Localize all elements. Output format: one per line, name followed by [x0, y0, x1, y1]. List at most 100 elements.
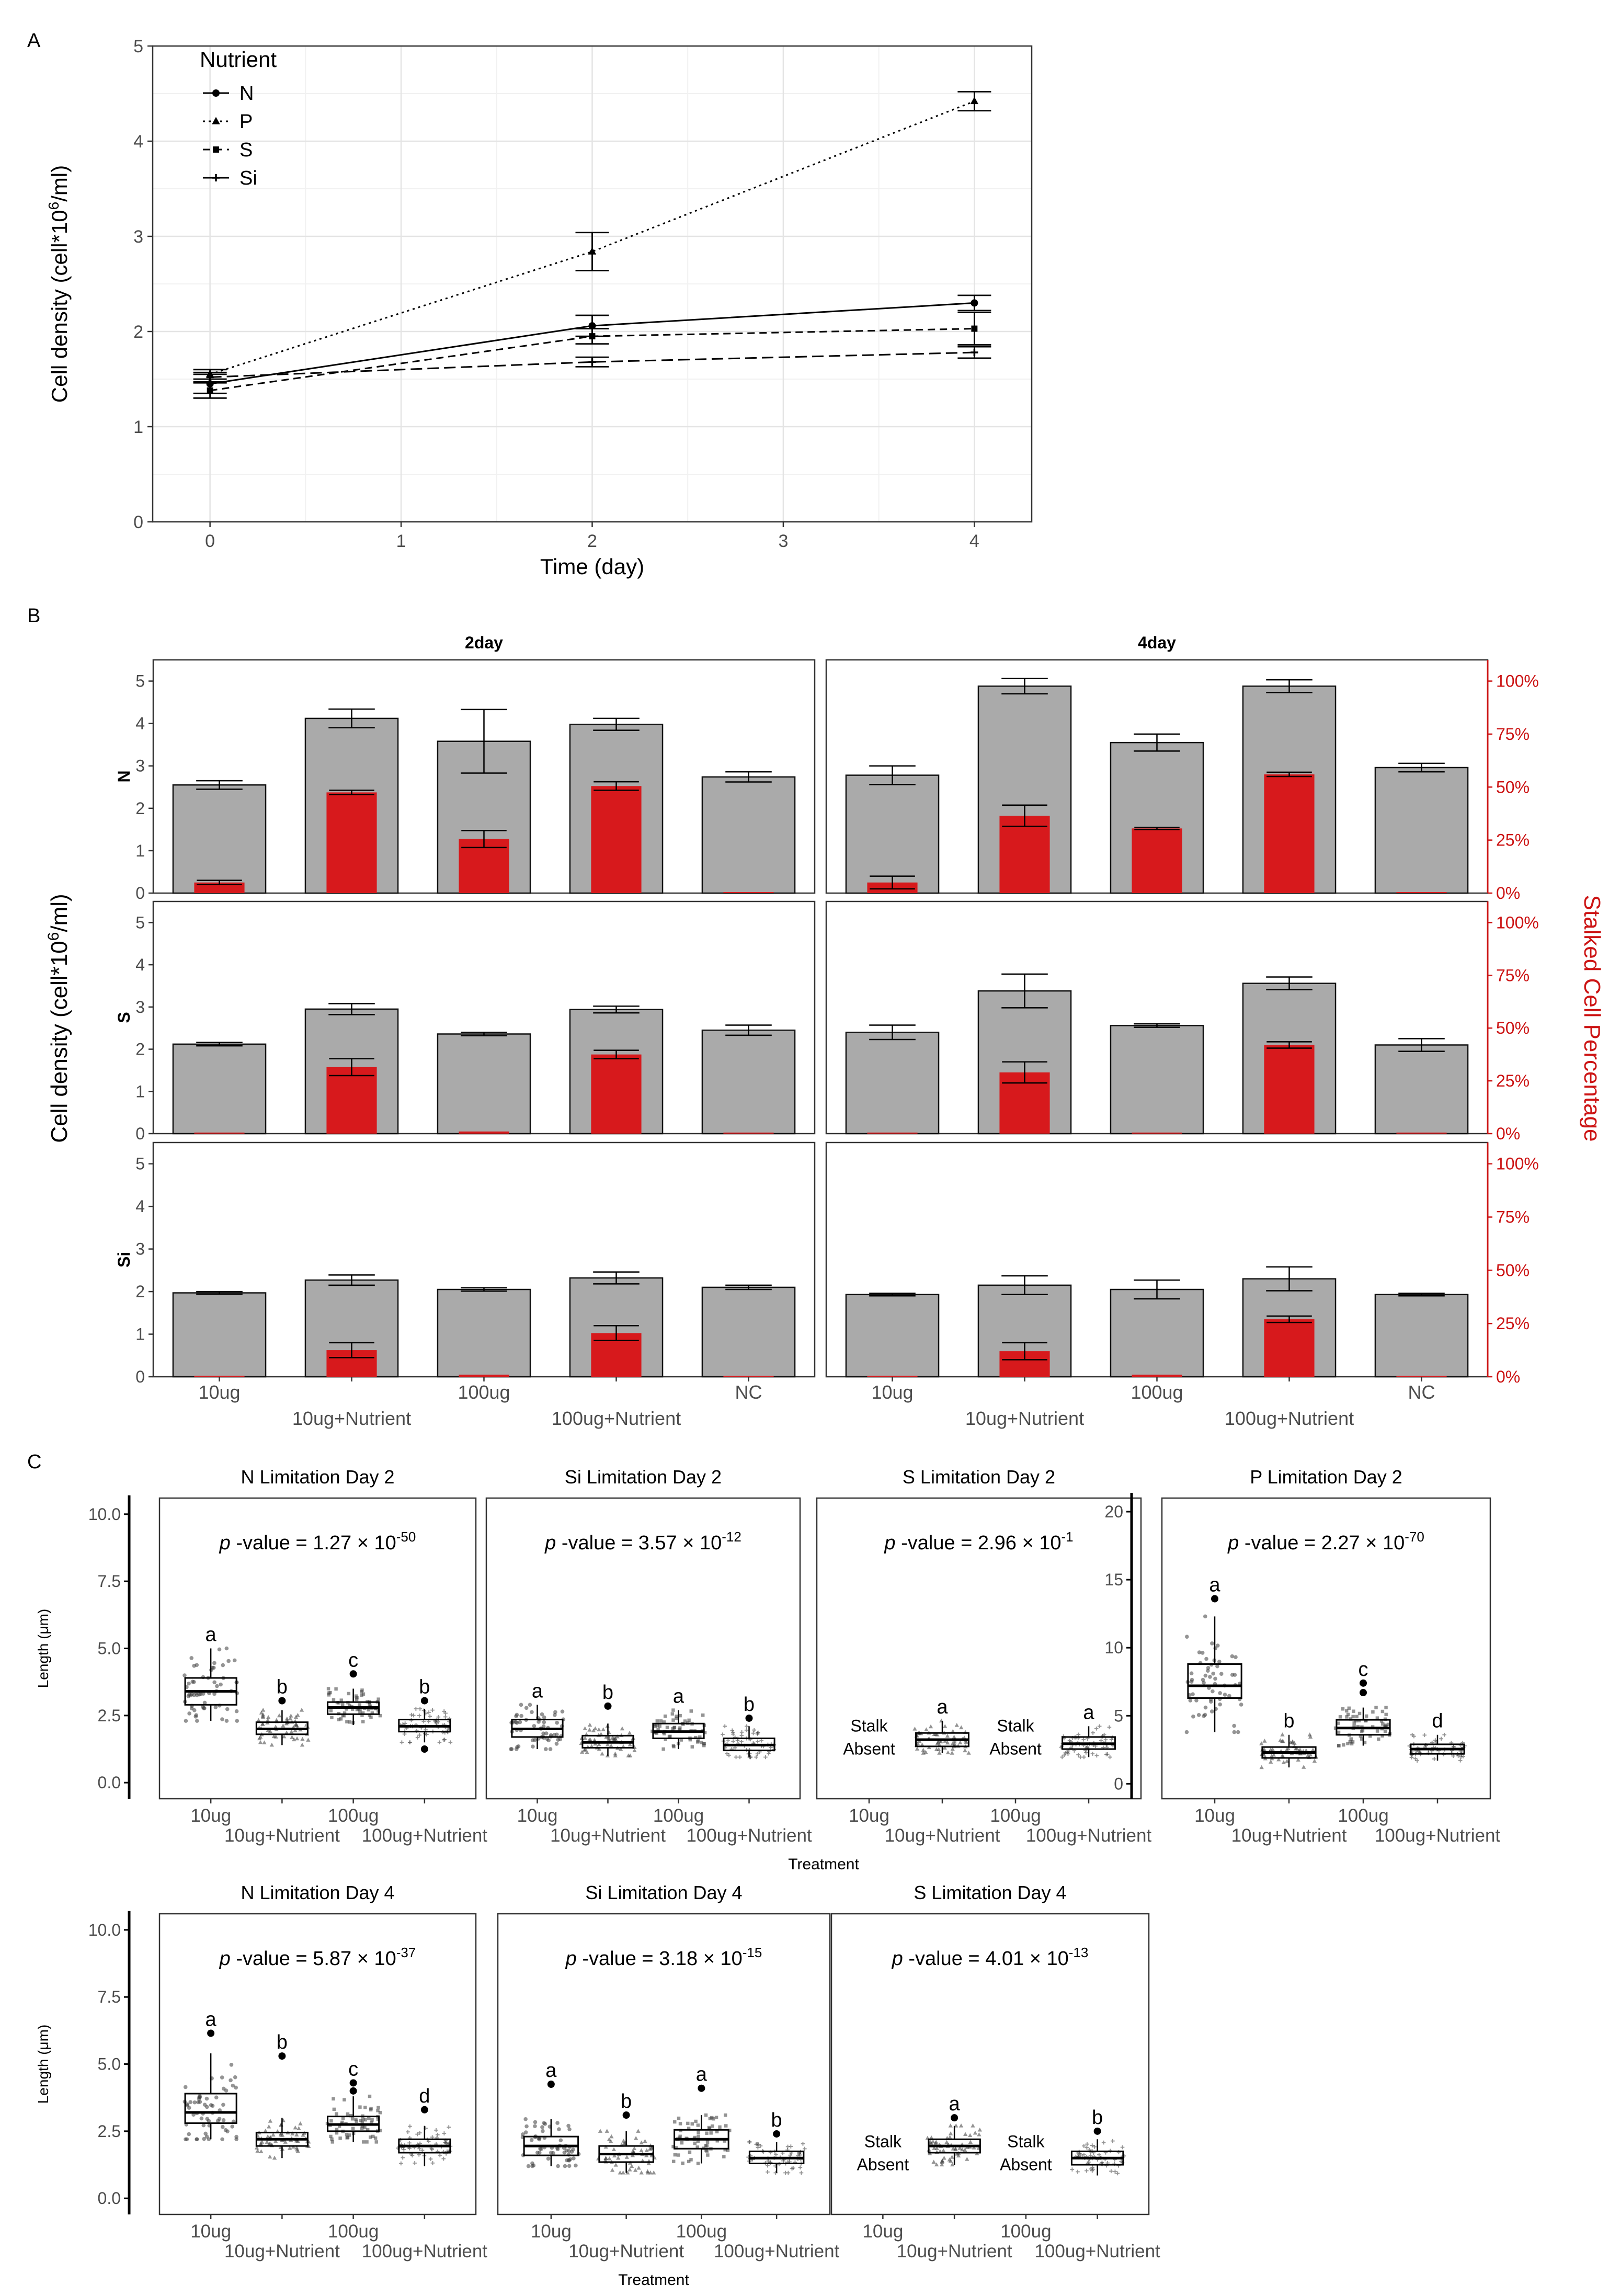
jitter-point: [957, 2145, 962, 2150]
jitter-point: [300, 1742, 305, 1747]
p-value-italic-p: p: [565, 1948, 577, 1970]
jitter-point: [1234, 1655, 1238, 1659]
legend-key-marker: [212, 174, 220, 181]
y-tick-label: 0: [135, 1367, 145, 1386]
jitter-point: [234, 2137, 238, 2142]
x-tick-label: 10ug+Nutrient: [965, 1408, 1084, 1429]
jitter-point: [1190, 1677, 1194, 1682]
significance-letter: a: [949, 2093, 961, 2115]
x-tick-label: 10ug+Nutrient: [897, 2241, 1012, 2261]
jitter-point: [523, 2130, 528, 2134]
jitter-point: [290, 1735, 294, 1739]
jitter-point: [703, 1731, 707, 1734]
y2-tick-label: 50%: [1496, 1019, 1530, 1037]
density-error-bar: [1001, 678, 1048, 695]
jitter-point: [272, 2155, 277, 2160]
p-value-italic-p: p: [219, 1948, 231, 1970]
density-bar: [172, 1043, 267, 1135]
y-tick-label: 5: [1114, 1706, 1123, 1725]
box-facet-1: Si Limitation Day 2 p -value = 3.57 × 10-…: [485, 1466, 812, 1846]
jitter-point: [1081, 1737, 1086, 1742]
jitter-point: [958, 1740, 963, 1744]
jitter-point: [715, 2139, 719, 2143]
p-value-text: -value =: [1239, 1532, 1321, 1554]
jitter-point: [1197, 1650, 1202, 1654]
jitter-point: [1308, 1752, 1313, 1757]
jitter-point: [676, 2153, 680, 2157]
density-bar: [845, 1294, 940, 1378]
jitter-point: [1084, 1751, 1088, 1755]
jitter-point: [1442, 1732, 1446, 1737]
density-error-bar: [1266, 976, 1313, 990]
p-value-mantissa: 2.96 × 10: [978, 1532, 1062, 1554]
jitter-point: [530, 2161, 534, 2166]
jitter-point: [343, 1711, 347, 1715]
density-error-bar: [1398, 1038, 1445, 1052]
jitter-point: [266, 1715, 271, 1719]
density-bar: [1110, 1025, 1204, 1135]
jitter-point: [541, 1731, 545, 1736]
jitter-point: [673, 2153, 677, 2157]
jitter-point: [202, 2137, 206, 2141]
box-outlier: [1211, 1595, 1218, 1603]
stalk-absent-line2: Absent: [857, 2155, 909, 2174]
y-axis-title-suffix: /ml): [47, 894, 72, 932]
jitter-point: [1120, 2145, 1125, 2150]
jitter-point: [330, 2140, 335, 2144]
jitter-point: [414, 1707, 418, 1711]
jitter-point: [730, 1728, 735, 1733]
jitter-point: [378, 2129, 382, 2132]
jitter-point: [920, 1742, 925, 1747]
box-outlier: [420, 2106, 428, 2114]
jitter-point: [1294, 1746, 1299, 1750]
x-axis-title-row1: Treatment: [788, 1856, 859, 1873]
x-tick-label: 100ug: [1000, 2221, 1051, 2242]
jitter-point: [277, 1713, 282, 1718]
jitter-point: [204, 2096, 209, 2101]
jitter-point: [408, 1740, 412, 1744]
jitter-point: [643, 2139, 647, 2143]
jitter-point: [184, 1719, 188, 1723]
jitter-point: [194, 1713, 199, 1718]
jitter-point: [1076, 2169, 1080, 2174]
significance-letter: c: [348, 2058, 358, 2080]
jitter-point: [290, 2131, 295, 2135]
jitter-point: [428, 1714, 432, 1719]
significance-letter: b: [771, 2109, 782, 2131]
jitter-point: [1063, 1751, 1068, 1755]
y-axis-title-prefix: Cell density (cell*10: [47, 941, 72, 1143]
stalk-absent-line1: Stalk: [850, 1717, 888, 1735]
jitter-point: [417, 2131, 422, 2135]
p-value-italic-p: p: [544, 1532, 556, 1554]
jitter-point: [284, 1730, 289, 1735]
jitter-point: [620, 1726, 625, 1731]
jitter-point: [260, 1712, 266, 1717]
jitter-point: [231, 2083, 235, 2088]
jitter-point: [790, 2166, 794, 2171]
x-tick-label: 10ug+Nutrient: [224, 1825, 340, 1846]
p-value-italic-p: p: [219, 1532, 231, 1554]
jitter-point: [326, 1687, 330, 1690]
box-facet-5: Si Limitation Day 4 p -value = 3.18 × 10-…: [497, 1882, 840, 2261]
jitter-point: [958, 2123, 964, 2128]
jitter-point: [624, 2155, 629, 2159]
jitter-point: [1101, 2140, 1106, 2145]
stalked-bar: [459, 1131, 509, 1134]
jitter-point: [221, 1663, 225, 1667]
significance-letter: a: [545, 2060, 557, 2082]
jitter-point: [671, 1718, 675, 1722]
jitter-point: [621, 2170, 625, 2175]
x-tick-label: 10ug+Nutrient: [550, 1825, 666, 1846]
box-facet-6: S Limitation Day 4 p -value = 4.01 × 10-1…: [830, 1882, 1160, 2261]
jitter-point: [1230, 1673, 1235, 1677]
y-axis-title-prefix: Cell density (cell*10: [47, 210, 72, 403]
jitter-point: [1364, 1714, 1368, 1718]
jitter-point: [639, 2140, 644, 2145]
y-axis-title-suffix: /ml): [47, 165, 72, 202]
jitter-point: [690, 2122, 694, 2126]
jitter-point: [360, 2126, 364, 2130]
jitter-point: [212, 1661, 216, 1665]
significance-letter: b: [621, 2091, 632, 2112]
density-error-bar: [461, 1287, 507, 1292]
jitter-point: [963, 2147, 967, 2152]
